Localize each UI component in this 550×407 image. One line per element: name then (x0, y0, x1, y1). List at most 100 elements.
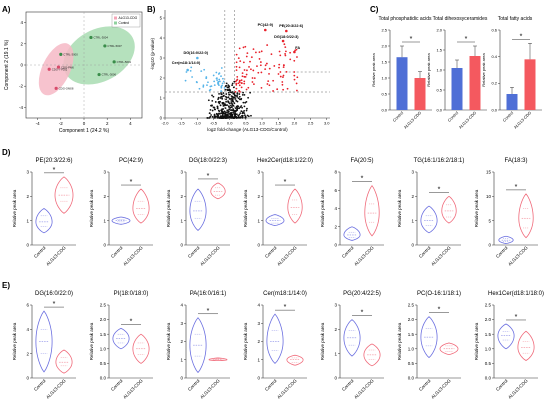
volcano-point (243, 109, 246, 112)
violin-chart: PC(42:9) 0 1 2 3 Relative peak area ControlALG… (89, 158, 153, 267)
volcano-point (234, 91, 237, 93)
volcano-point-up (277, 73, 280, 75)
violin-chart: Cer(m18:1/14:0) 0 1 2 3 4 Relative peak area Co… (243, 291, 307, 400)
volcano-point (226, 109, 229, 112)
violin-shape (343, 319, 361, 357)
volcano-point (211, 94, 213, 97)
volcano-point-down (207, 81, 209, 84)
volcano-point (235, 87, 238, 90)
pca-legend-label: ALG13-CDG (119, 16, 138, 20)
volcano-xtick-label: -1.5 (178, 121, 186, 126)
volcano-point (236, 106, 239, 109)
violin-sig-star: * (207, 308, 210, 315)
bar-ytick-label: 0.0 (436, 107, 442, 112)
volcano-point (221, 84, 223, 87)
volcano-point (215, 112, 218, 115)
volcano-point (225, 111, 227, 113)
violin-sig-star: * (361, 310, 364, 317)
volcano-point (233, 80, 236, 83)
violin-ytick-label: 0 (26, 243, 29, 248)
violin-ytick-label: 1 (180, 218, 183, 223)
violin-ytick-label: 1 (103, 218, 106, 223)
volcano-point (247, 86, 250, 89)
volcano-point (242, 91, 245, 94)
volcano-point (241, 75, 244, 78)
bar-ytick-label: 1.0 (381, 75, 387, 80)
volcano-point-up (253, 77, 256, 80)
volcano-point (207, 99, 210, 102)
volcano-point-up (242, 46, 245, 49)
bar (506, 94, 518, 110)
volcano-point (238, 107, 241, 110)
violin-ytick-label: 4 (26, 327, 29, 332)
violin-shape (420, 205, 438, 234)
violin-title: TG(16:1/16:2/18:1) (414, 158, 465, 164)
volcano-point-down (206, 84, 208, 87)
violin-chart: Hex1Cer(d18:1/18:0) 0.0 0.5 1.0 1.5 2.0 2.5 Rel… (474, 291, 544, 400)
violin-sig-star: * (53, 167, 56, 174)
volcano-point (218, 92, 220, 95)
volcano-point-up (279, 54, 282, 57)
volcano-point (221, 82, 224, 85)
violin-ytick-label: 1 (257, 218, 260, 223)
violin-ytick-label: 0.0 (485, 376, 492, 381)
violin-shape (517, 330, 535, 361)
pca-legend-box (111, 13, 141, 28)
volcano-point-down (202, 85, 205, 88)
volcano-point (220, 110, 223, 113)
volcano-point-up (243, 75, 246, 78)
bar-ytick-label: 1.5 (436, 47, 442, 52)
violin-ytick-label: 0 (180, 243, 183, 248)
volcano-point (236, 105, 239, 107)
volcano-point (214, 101, 217, 103)
volcano-point (219, 104, 222, 107)
volcano-point (229, 112, 232, 115)
violin-category-label: Control (33, 245, 47, 259)
volcano-point (238, 84, 241, 87)
violin-ylabel: Relative peak area (320, 322, 325, 360)
volcano-point (236, 116, 239, 119)
violin-category-label: Control (418, 378, 432, 392)
volcano-point-up (254, 51, 257, 54)
volcano-point (216, 116, 219, 119)
bar-ytick-label: 0.0 (491, 107, 497, 112)
volcano-point-up (268, 72, 270, 75)
volcano-highlight-point (293, 50, 296, 54)
volcano-point (238, 81, 241, 84)
volcano-point-up (282, 88, 285, 91)
violin-shape (111, 216, 131, 225)
volcano-point-up (279, 71, 282, 73)
violin-shape (210, 182, 226, 200)
bar-ytick-label: 2.0 (381, 43, 387, 48)
volcano-point-up (259, 61, 262, 63)
violin-sig-star: * (130, 318, 133, 325)
volcano-point (232, 96, 235, 99)
violin-ylabel: Relative peak area (474, 322, 479, 360)
violin-ytick-label: 0 (334, 243, 337, 248)
violin-ytick-label: 2.5 (485, 303, 492, 308)
volcano-point-up (293, 74, 296, 77)
violin-sig-star: * (284, 179, 287, 186)
volcano-point-up (265, 62, 268, 65)
volcano-point (234, 80, 237, 83)
pca-point-label: CTRL-3000 (63, 53, 78, 57)
bar-sig-star: * (465, 36, 468, 43)
bar-chart-title: Total fatty acids (498, 16, 533, 22)
pca-point (59, 52, 63, 57)
violin-category-label: Control (341, 378, 355, 392)
volcano-point-down (184, 79, 187, 82)
volcano-point (221, 108, 224, 111)
bar (451, 68, 463, 110)
volcano-point-up (276, 88, 279, 91)
violin-ytick-label: 3 (411, 170, 414, 175)
violin-ytick-label: 4 (180, 303, 183, 308)
volcano-point (249, 91, 252, 94)
volcano-point (222, 117, 224, 119)
volcano-point-up (293, 71, 296, 73)
volcano-ytick-label: 2 (160, 76, 163, 81)
volcano-point (236, 100, 239, 103)
volcano-point-up (282, 66, 285, 69)
bar-charts: Total phosphatidic acids 0.0 0.5 1.0 1.5 2.0 2… (371, 16, 542, 130)
volcano-point-up (237, 57, 240, 60)
violin-category-label: ALG13-CDG (45, 245, 67, 267)
